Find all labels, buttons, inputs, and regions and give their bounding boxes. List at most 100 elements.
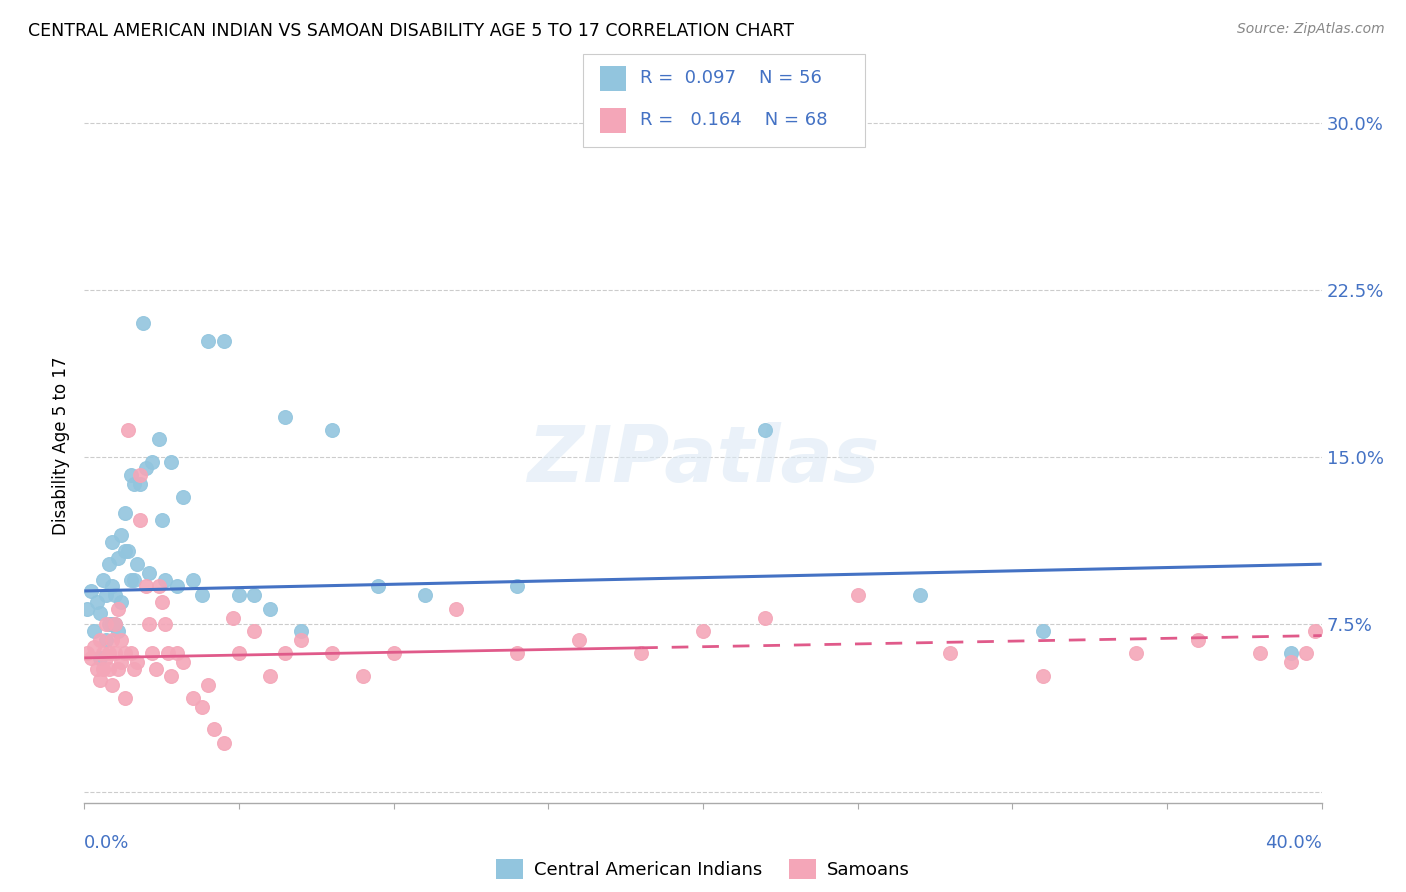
Text: R =  0.097    N = 56: R = 0.097 N = 56: [640, 70, 821, 87]
Point: [94, 651, 117, 665]
Point: [114, 543, 136, 558]
Point: [160, 455, 183, 469]
Point: [91, 662, 114, 676]
Point: [122, 662, 145, 676]
Point: [228, 646, 250, 660]
Point: [846, 589, 869, 603]
Text: Source: ZipAtlas.com: Source: ZipAtlas.com: [1237, 22, 1385, 37]
Point: [94, 633, 117, 648]
Point: [166, 646, 188, 660]
Point: [1032, 624, 1054, 639]
Point: [104, 617, 127, 632]
Point: [122, 476, 145, 491]
Point: [76, 646, 98, 660]
Point: [145, 662, 167, 676]
Point: [1279, 655, 1302, 669]
Point: [181, 690, 204, 705]
Point: [107, 624, 129, 639]
Point: [114, 646, 136, 660]
Point: [160, 669, 183, 683]
Point: [138, 617, 160, 632]
Point: [83, 624, 105, 639]
Point: [129, 467, 152, 482]
Point: [101, 633, 124, 648]
Legend: Central American Indians, Samoans: Central American Indians, Samoans: [489, 852, 917, 887]
Point: [150, 512, 173, 526]
Point: [754, 424, 776, 438]
Point: [89, 607, 111, 621]
Point: [120, 646, 142, 660]
Point: [79, 583, 101, 598]
Point: [110, 655, 132, 669]
Point: [104, 646, 127, 660]
Point: [141, 646, 163, 660]
Point: [630, 646, 652, 660]
Point: [274, 646, 297, 660]
Point: [89, 673, 111, 687]
Point: [135, 580, 157, 594]
Point: [212, 735, 235, 749]
Point: [153, 573, 176, 587]
Point: [101, 617, 124, 632]
Point: [212, 334, 235, 348]
Point: [191, 589, 214, 603]
Point: [939, 646, 962, 660]
Point: [413, 589, 436, 603]
Point: [197, 678, 219, 692]
Point: [1279, 646, 1302, 660]
Point: [125, 655, 148, 669]
Point: [444, 601, 467, 615]
Point: [120, 573, 142, 587]
Point: [166, 580, 188, 594]
Y-axis label: Disability Age 5 to 17: Disability Age 5 to 17: [52, 357, 70, 535]
Point: [107, 601, 129, 615]
Point: [1249, 646, 1271, 660]
Point: [1305, 624, 1327, 639]
Point: [153, 617, 176, 632]
Point: [274, 409, 297, 424]
Point: [107, 550, 129, 565]
Text: R =   0.164    N = 68: R = 0.164 N = 68: [640, 112, 827, 129]
Point: [290, 624, 312, 639]
Point: [104, 617, 127, 632]
Point: [86, 662, 108, 676]
Point: [191, 699, 214, 714]
Point: [172, 490, 194, 504]
Point: [98, 662, 121, 676]
Point: [506, 580, 529, 594]
Point: [110, 595, 132, 609]
Point: [568, 633, 591, 648]
Point: [228, 589, 250, 603]
Point: [382, 646, 405, 660]
Point: [506, 646, 529, 660]
Point: [135, 461, 157, 475]
Point: [122, 573, 145, 587]
Point: [101, 534, 124, 549]
Point: [110, 528, 132, 542]
Point: [138, 566, 160, 580]
Point: [692, 624, 714, 639]
Point: [129, 512, 152, 526]
Point: [117, 543, 139, 558]
Point: [114, 506, 136, 520]
Point: [86, 595, 108, 609]
Point: [104, 589, 127, 603]
Point: [290, 633, 312, 648]
Point: [259, 601, 281, 615]
Point: [172, 655, 194, 669]
Point: [202, 723, 225, 737]
Text: ZIPatlas: ZIPatlas: [527, 422, 879, 499]
Point: [107, 662, 129, 676]
Point: [132, 317, 155, 331]
Point: [76, 601, 98, 615]
Point: [321, 646, 343, 660]
Point: [91, 646, 114, 660]
Point: [129, 476, 152, 491]
Point: [79, 651, 101, 665]
Point: [110, 633, 132, 648]
Point: [367, 580, 389, 594]
Point: [321, 424, 343, 438]
Point: [98, 646, 121, 660]
Point: [754, 610, 776, 624]
Point: [197, 334, 219, 348]
